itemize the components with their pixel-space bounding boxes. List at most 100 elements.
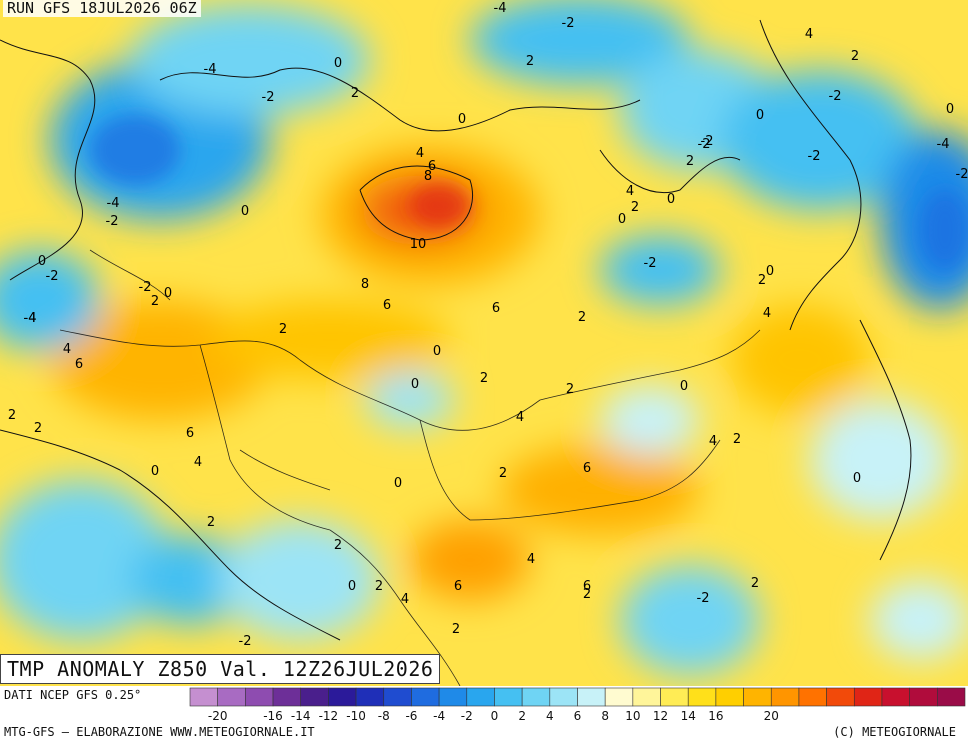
anomaly-value-label: 0 (151, 464, 159, 479)
color-scale-swatch (853, 687, 883, 707)
anomaly-value-label: 4 (516, 410, 524, 425)
color-scale-tick-label: 6 (574, 709, 582, 723)
color-scale-swatch (438, 687, 468, 707)
color-scale-swatch (632, 687, 661, 707)
anomaly-value-label: 0 (853, 471, 861, 486)
color-scale-swatch (660, 687, 689, 707)
anomaly-value-label: 0 (334, 56, 342, 71)
anomaly-value-label: 0 (241, 204, 249, 219)
borders (59, 249, 761, 686)
anomaly-value-label: 0 (38, 254, 46, 269)
anomaly-value-label: 0 (667, 192, 675, 207)
copyright-label: (C) METEOGIORNALE (833, 725, 956, 739)
anomaly-value-label: 0 (756, 108, 764, 123)
anomaly-value-label: 10 (410, 237, 427, 252)
data-source-label: DATI NCEP GFS 0.25° (4, 688, 142, 702)
color-scale-swatch (937, 687, 966, 707)
color-scale-swatch (189, 687, 218, 707)
anomaly-value-label: 2 (499, 466, 507, 481)
anomaly-value-label: 0 (411, 377, 419, 392)
color-scale-ticks: -20 -16 -14 -12 -10 -8 -6 -4 -2 0 2 4 6 8 10 12 14 16 20 (208, 709, 779, 723)
anomaly-value-label: -2 (697, 591, 710, 606)
color-scale-swatch (300, 687, 329, 707)
color-scale-legend: -20 -16 -14 -12 -10 -8 -6 -4 -2 0 2 4 6 8 10 12 14 16 20 (189, 687, 966, 723)
anomaly-value-label: 2 (279, 322, 287, 337)
anomaly-value-label: 4 (709, 434, 717, 449)
anomaly-value-label: 4 (527, 552, 535, 567)
anomaly-value-label: -2 (808, 149, 821, 164)
anomaly-value-label: -2 (698, 137, 711, 152)
color-scale-swatch (715, 687, 744, 707)
anomaly-value-label: 2 (733, 432, 741, 447)
color-scale-tick-label: -14 (291, 709, 311, 723)
color-scale-tick-label: 0 (491, 709, 499, 723)
color-scale-swatch (549, 687, 578, 707)
color-scale-tick-label: 2 (518, 709, 526, 723)
color-scale-swatch (466, 687, 495, 707)
anomaly-value-label: 6 (454, 579, 462, 594)
anomaly-value-label: 2 (758, 273, 766, 288)
anomaly-value-label: -2 (106, 214, 119, 229)
color-scale-swatches (189, 687, 966, 707)
color-scale-tick-label: -8 (378, 709, 390, 723)
anomaly-value-label: 6 (186, 426, 194, 441)
anomaly-value-label: -2 (644, 256, 657, 271)
color-scale-tick-label: -16 (263, 709, 283, 723)
anomaly-value-label: -4 (24, 311, 37, 326)
anomaly-field (0, 0, 968, 675)
anomaly-value-label: 2 (34, 421, 42, 436)
anomaly-value-label: -4 (494, 1, 507, 16)
anomaly-value-label: 0 (946, 102, 954, 117)
anomaly-value-label: 2 (751, 576, 759, 591)
color-scale-swatch (798, 687, 827, 707)
anomaly-value-label: -2 (829, 89, 842, 104)
anomaly-value-label: 2 (526, 54, 534, 69)
color-scale-swatch (217, 687, 246, 707)
color-scale-swatch (577, 687, 606, 707)
anomaly-value-label: 2 (8, 408, 16, 423)
color-scale-swatch (743, 687, 772, 707)
anomaly-value-label: -4 (107, 196, 120, 211)
anomaly-value-label: 6 (75, 357, 83, 372)
color-scale-swatch (881, 687, 910, 707)
color-scale-tick-label: 8 (601, 709, 609, 723)
color-scale-tick-label: 4 (546, 709, 554, 723)
anomaly-value-label: 4 (626, 184, 634, 199)
anomaly-value-label: 2 (207, 515, 215, 530)
anomaly-value-label: -4 (24, 311, 37, 326)
anomaly-value-label: 2 (375, 579, 383, 594)
color-scale-swatch (272, 687, 302, 707)
color-scale-swatch (411, 687, 440, 707)
color-scale-tick-label: -10 (346, 709, 366, 723)
anomaly-value-label: 4 (416, 146, 424, 161)
anomaly-value-label: 0 (348, 579, 356, 594)
footer: -20 -16 -14 -12 -10 -8 -6 -4 -2 0 2 4 6 8 10 12 14 16 20 D… (0, 686, 968, 745)
anomaly-value-label: 8 (424, 169, 432, 184)
anomaly-value-label: 0 (433, 344, 441, 359)
anomaly-value-label: 0 (766, 264, 774, 279)
map-title: TMP ANOMALY Z850 Val. 12Z26JUL2026 (0, 654, 441, 684)
color-scale-tick-label: -6 (405, 709, 417, 723)
anomaly-value-label: 2 (578, 310, 586, 325)
credits-label: MTG-GFS — ELABORAZIONE WWW.METEOGIORNALE… (4, 725, 315, 739)
anomaly-value-label: 4 (763, 306, 771, 321)
color-scale-tick-label: -20 (208, 709, 228, 723)
anomaly-value-label: 6 (428, 159, 436, 174)
color-scale-swatch (355, 687, 385, 707)
color-scale-swatch (687, 687, 717, 707)
anomaly-value-label: 6 (583, 461, 591, 476)
anomaly-value-label: 0 (618, 212, 626, 227)
color-scale-tick-label: 16 (708, 709, 723, 723)
anomaly-value-label: 0 (164, 286, 172, 301)
color-scale-swatch (909, 687, 938, 707)
color-scale-tick-label: 14 (681, 709, 696, 723)
anomaly-value-label: -2 (46, 269, 59, 284)
color-scale-swatch (328, 687, 357, 707)
color-scale-swatch (494, 687, 523, 707)
anomaly-value-labels: -4-2420-420-202-2-20-40-22-4-2468402-20-… (8, 1, 968, 649)
anomaly-value-label: 0 (394, 476, 402, 491)
anomaly-value-label: 2 (351, 86, 359, 101)
color-scale-swatch (604, 687, 634, 707)
anomaly-value-label: 4 (63, 342, 71, 357)
